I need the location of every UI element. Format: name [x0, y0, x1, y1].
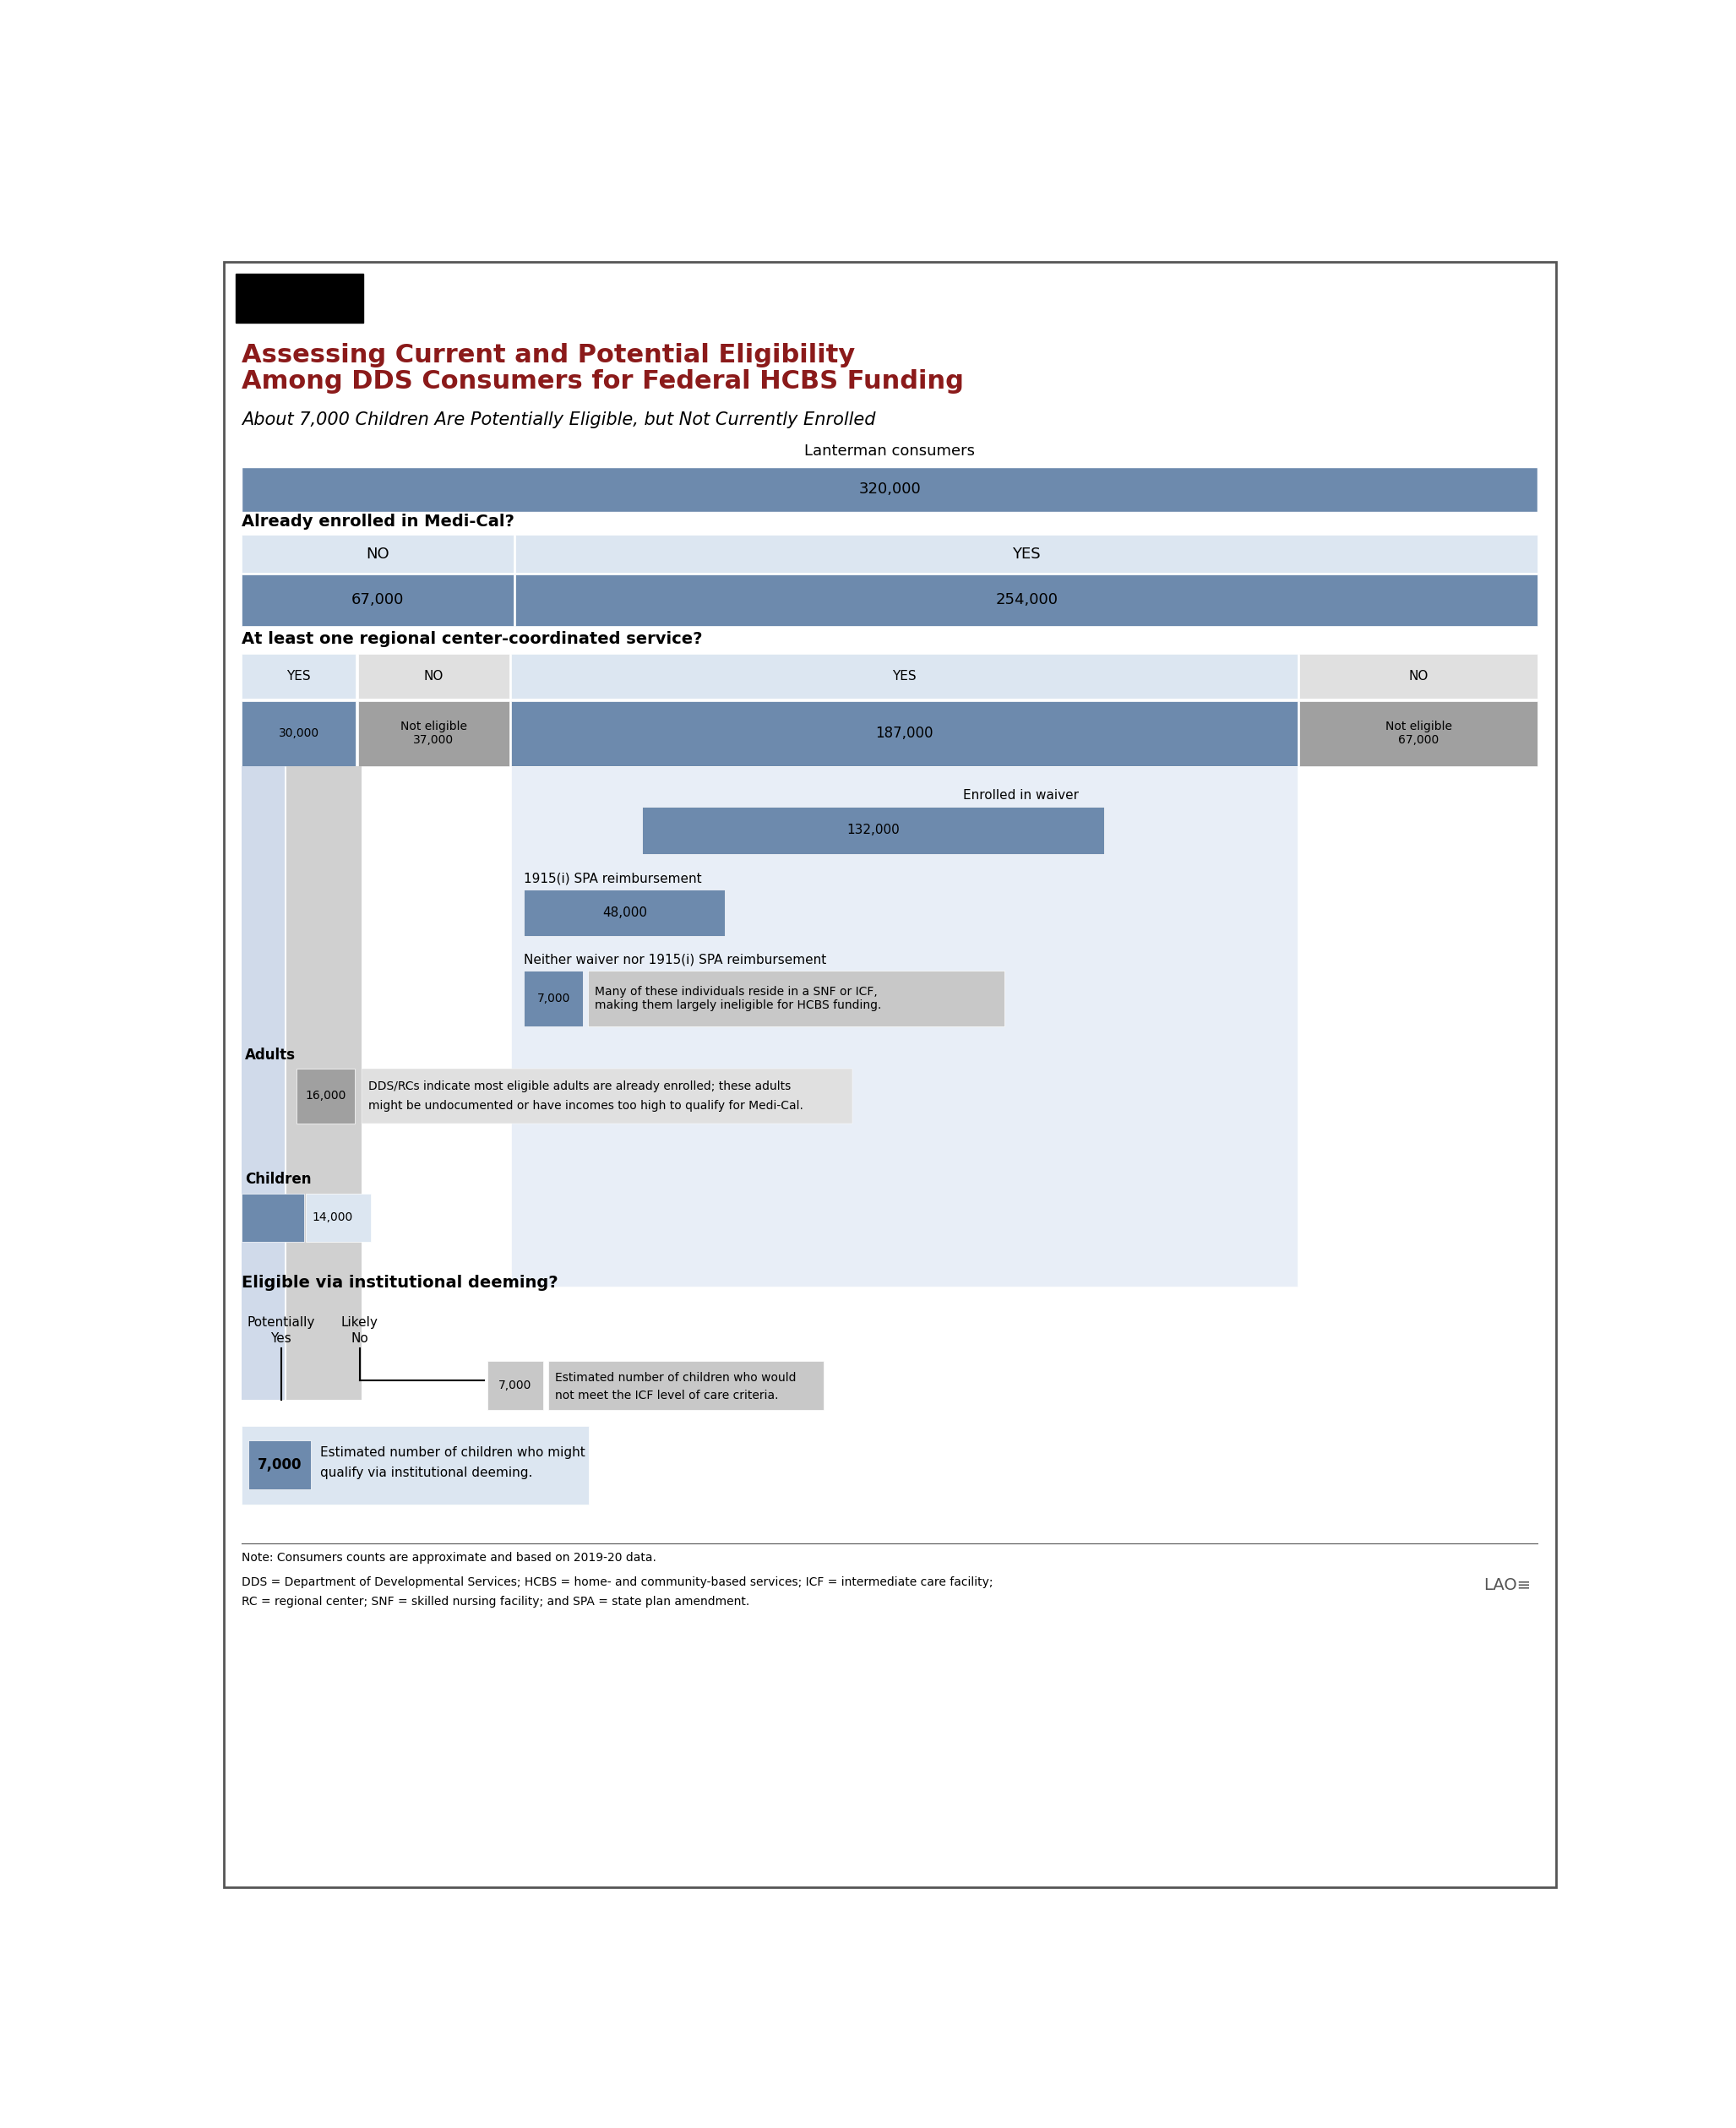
Text: 320,000: 320,000: [859, 481, 920, 498]
Text: YES: YES: [286, 670, 311, 683]
Bar: [589, 970, 1005, 1026]
Text: Estimated number of children who might: Estimated number of children who might: [321, 1445, 585, 1458]
Text: Neither waiver nor 1915(i) SPA reimbursement: Neither waiver nor 1915(i) SPA reimburse…: [524, 953, 826, 966]
Bar: [510, 766, 1297, 1285]
Text: 14,000: 14,000: [312, 1211, 352, 1224]
Bar: [488, 1362, 543, 1411]
Bar: [1299, 653, 1538, 698]
Text: 132,000: 132,000: [847, 824, 899, 836]
Text: No: No: [351, 1332, 368, 1345]
Text: DDS/RCs indicate most eligible adults are already enrolled; these adults: DDS/RCs indicate most eligible adults ar…: [368, 1081, 792, 1092]
Text: Not eligible
37,000: Not eligible 37,000: [399, 721, 467, 747]
Text: Potentially: Potentially: [247, 1315, 316, 1328]
Text: RC = regional center; SNF = skilled nursing facility; and SPA = state plan amend: RC = regional center; SNF = skilled nurs…: [241, 1596, 750, 1609]
Text: NO: NO: [424, 670, 443, 683]
Bar: [524, 970, 583, 1026]
Bar: [297, 1068, 356, 1124]
Text: qualify via institutional deeming.: qualify via institutional deeming.: [321, 1466, 533, 1479]
Bar: [510, 653, 1297, 698]
Text: LAO≡: LAO≡: [1484, 1577, 1531, 1594]
Text: 7,000: 7,000: [257, 1458, 302, 1473]
Text: Estimated number of children who would: Estimated number of children who would: [556, 1373, 797, 1383]
Text: 7,000: 7,000: [536, 992, 569, 1004]
Bar: [516, 534, 1538, 572]
Text: Enrolled in waiver: Enrolled in waiver: [963, 789, 1078, 802]
Bar: [1299, 700, 1538, 766]
Text: Yes: Yes: [271, 1332, 292, 1345]
Text: Note: Consumers counts are approximate and based on 2019-20 data.: Note: Consumers counts are approximate a…: [241, 1551, 656, 1564]
Text: 67,000: 67,000: [351, 592, 404, 609]
Bar: [241, 1426, 589, 1504]
Text: Eligible via institutional deeming?: Eligible via institutional deeming?: [241, 1275, 559, 1292]
Text: DDS = Department of Developmental Services; HCBS = home- and community-based ser: DDS = Department of Developmental Servic…: [241, 1577, 993, 1587]
Bar: [286, 766, 361, 1400]
Text: NO: NO: [366, 547, 389, 562]
Text: 7,000: 7,000: [498, 1379, 531, 1392]
Bar: [241, 1194, 304, 1243]
Text: At least one regional center-coordinated service?: At least one regional center-coordinated…: [241, 632, 703, 647]
Text: 254,000: 254,000: [995, 592, 1057, 609]
Text: might be undocumented or have incomes too high to qualify for Medi-Cal.: might be undocumented or have incomes to…: [368, 1100, 804, 1111]
Text: Not eligible
67,000: Not eligible 67,000: [1385, 721, 1451, 747]
Bar: [361, 1068, 852, 1124]
Bar: [241, 534, 514, 572]
Text: 1915(i) SPA reimbursement: 1915(i) SPA reimbursement: [524, 872, 701, 885]
Bar: [524, 890, 726, 936]
Text: YES: YES: [892, 670, 917, 683]
Text: Lanterman consumers: Lanterman consumers: [804, 445, 976, 460]
Bar: [236, 275, 363, 321]
Text: not meet the ICF level of care criteria.: not meet the ICF level of care criteria.: [556, 1390, 778, 1402]
Bar: [549, 1362, 823, 1411]
Text: Already enrolled in Medi-Cal?: Already enrolled in Medi-Cal?: [241, 515, 514, 530]
Text: NO: NO: [1408, 670, 1429, 683]
Bar: [241, 575, 514, 626]
Bar: [241, 700, 356, 766]
Bar: [306, 1194, 372, 1243]
Bar: [358, 653, 509, 698]
Text: YES: YES: [1012, 547, 1042, 562]
Text: Figure 3: Figure 3: [252, 287, 345, 309]
Text: 30,000: 30,000: [278, 728, 319, 738]
Bar: [241, 466, 1538, 513]
Bar: [510, 700, 1297, 766]
Bar: [358, 700, 509, 766]
Text: 16,000: 16,000: [306, 1090, 345, 1102]
Bar: [516, 575, 1538, 626]
Text: Children: Children: [245, 1170, 311, 1187]
Text: Adults: Adults: [245, 1047, 295, 1064]
Text: 187,000: 187,000: [875, 726, 932, 741]
Bar: [241, 766, 285, 1400]
Text: Among DDS Consumers for Federal HCBS Funding: Among DDS Consumers for Federal HCBS Fun…: [241, 368, 963, 394]
Text: Assessing Current and Potential Eligibility: Assessing Current and Potential Eligibil…: [241, 343, 856, 368]
Bar: [241, 653, 356, 698]
Text: 48,000: 48,000: [602, 907, 648, 919]
Text: Likely: Likely: [342, 1315, 378, 1328]
Bar: [248, 1441, 311, 1490]
Bar: [642, 807, 1104, 853]
Text: Many of these individuals reside in a SNF or ICF,
making them largely ineligible: Many of these individuals reside in a SN…: [595, 985, 882, 1011]
Text: About 7,000 Children Are Potentially Eligible, but Not Currently Enrolled: About 7,000 Children Are Potentially Eli…: [241, 411, 877, 428]
